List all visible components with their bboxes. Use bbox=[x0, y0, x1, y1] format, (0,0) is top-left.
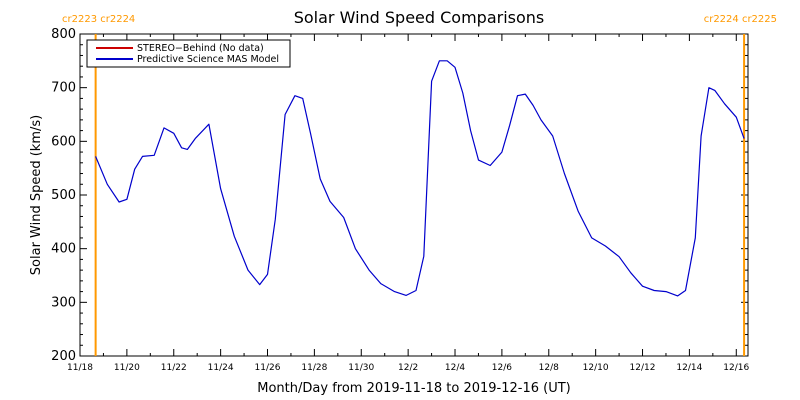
y-tick-label: 300 bbox=[51, 295, 76, 310]
x-tick-label: 11/28 bbox=[301, 363, 327, 373]
x-tick-label: 12/16 bbox=[723, 363, 749, 373]
carrington-rotation-markers bbox=[94, 34, 746, 356]
x-tick-label: 12/8 bbox=[539, 363, 559, 373]
x-tick-label: 11/30 bbox=[348, 363, 374, 373]
y-tick-label: 600 bbox=[51, 134, 76, 149]
legend-label-mas-model: Predictive Science MAS Model bbox=[137, 54, 279, 65]
y-axis-label: Solar Wind Speed (km/s) bbox=[29, 115, 44, 275]
y-tick-label: 700 bbox=[51, 81, 76, 96]
mas-model-speed-line bbox=[95, 60, 745, 297]
y-tick-label: 400 bbox=[51, 242, 76, 257]
x-tick-label: 11/20 bbox=[114, 363, 140, 373]
y-tick-label: 500 bbox=[51, 188, 76, 203]
x-tick-label: 11/24 bbox=[208, 363, 234, 373]
carrington-rotation-label: cr2224 cr2225 bbox=[704, 14, 777, 25]
x-tick-label: 12/4 bbox=[445, 363, 465, 373]
carrington-rotation-labels: cr2223 cr2224 cr2224 cr2225 bbox=[62, 14, 777, 25]
y-tick-label: 800 bbox=[51, 27, 76, 42]
x-tick-label: 12/6 bbox=[492, 363, 512, 373]
legend-label-stereo-behind: STEREO−Behind (No data) bbox=[137, 43, 264, 54]
y-axis-ticks: 200 300 400 500 600 700 800 bbox=[51, 27, 748, 364]
x-tick-label: 11/22 bbox=[161, 363, 187, 373]
x-tick-label: 12/2 bbox=[398, 363, 418, 373]
chart-title: Solar Wind Speed Comparisons bbox=[294, 8, 545, 27]
x-tick-label: 11/26 bbox=[255, 363, 281, 373]
legend-box bbox=[86, 39, 291, 68]
x-tick-label: 12/14 bbox=[676, 363, 702, 373]
x-axis-ticks: 11/18 11/20 11/22 11/24 11/26 11/28 11/30 12/2 1… bbox=[67, 34, 750, 373]
plot-frame bbox=[79, 33, 749, 357]
carrington-rotation-label: cr2223 cr2224 bbox=[62, 14, 135, 25]
x-tick-label: 12/12 bbox=[630, 363, 656, 373]
x-tick-label: 11/18 bbox=[67, 363, 93, 373]
y-tick-label: 200 bbox=[51, 349, 76, 364]
x-axis-label: Month/Day from 2019-11-18 to 2019-12-16 … bbox=[257, 381, 570, 396]
x-tick-label: 12/10 bbox=[583, 363, 609, 373]
legend: STEREO−Behind (No data) Predictive Scien… bbox=[86, 39, 291, 68]
